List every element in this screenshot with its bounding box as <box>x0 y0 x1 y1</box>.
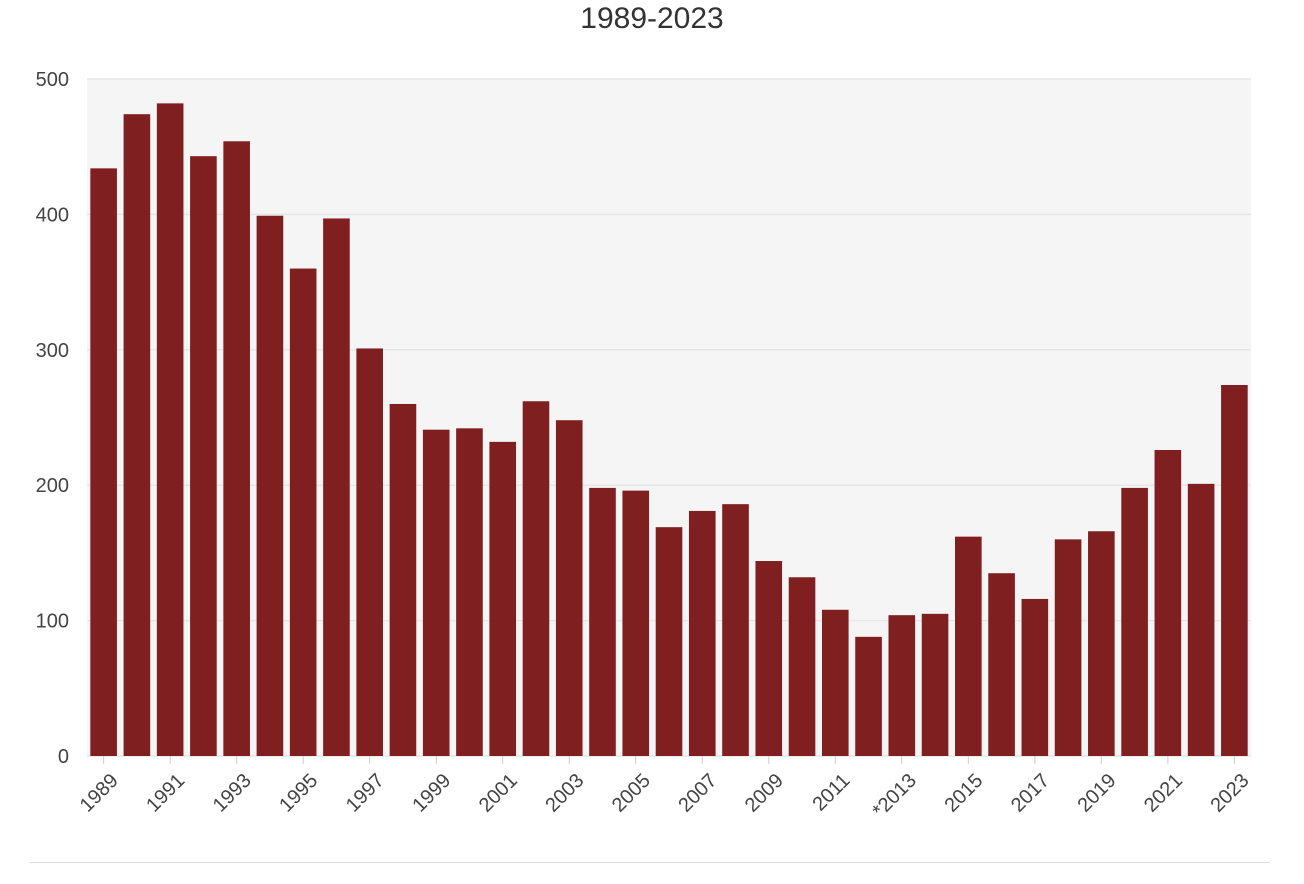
bar-2008 <box>722 504 749 756</box>
x-tick-label-2003: 2003 <box>541 770 588 817</box>
bar-1997 <box>356 348 383 756</box>
bottom-divider <box>30 862 1270 863</box>
bar-2001 <box>489 441 517 756</box>
bar-2009 <box>755 561 783 756</box>
bar-2011 <box>821 609 849 756</box>
source-note <box>0 874 1304 884</box>
x-tick-label-2021: 2021 <box>1140 770 1187 817</box>
bar-2019 <box>1088 531 1115 756</box>
x-tick-label-2005: 2005 <box>608 770 655 817</box>
y-tick-label-400: 400 <box>36 204 69 226</box>
bar-1993 <box>223 141 250 756</box>
bar-2023 <box>1221 385 1248 756</box>
x-tick-label-2001: 2001 <box>475 770 522 817</box>
bar-2005 <box>622 490 650 756</box>
y-tick-label-0: 0 <box>58 746 69 768</box>
x-tick-label-1997: 1997 <box>342 770 389 817</box>
bar-2016 <box>988 573 1015 756</box>
y-tick-label-500: 500 <box>36 69 69 91</box>
x-tick-label-2011: 2011 <box>808 770 854 816</box>
bar-2010 <box>788 577 816 756</box>
bar-2021 <box>1154 450 1182 756</box>
bar-2002 <box>522 401 550 756</box>
bar-chart: 0 100 200 300 400 500 1989 1991 1993 1995 1997 199… <box>36 69 1254 822</box>
bar-1995 <box>289 268 317 756</box>
bar-2017 <box>1021 598 1049 756</box>
x-tick-label-1999: 1999 <box>408 770 455 817</box>
x-tick-label-1989: 1989 <box>76 770 123 817</box>
bar-1996 <box>323 218 350 756</box>
bar-2018 <box>1054 539 1082 756</box>
bar-2022 <box>1187 483 1215 756</box>
bars <box>90 103 1248 757</box>
bar-1992 <box>190 156 217 756</box>
x-tick-label-2009: 2009 <box>741 770 788 817</box>
bar-1991 <box>156 103 184 757</box>
y-tick-label-300: 300 <box>36 340 69 362</box>
bar-1994 <box>256 215 284 756</box>
bar-2000 <box>456 428 483 756</box>
bar-2020 <box>1121 487 1148 756</box>
bar-2014 <box>921 613 949 756</box>
bar-2007 <box>688 510 716 756</box>
x-tick-label-1993: 1993 <box>209 770 256 817</box>
chart-title: 1989-2023 <box>580 2 724 35</box>
x-tick-label-2015: 2015 <box>940 770 987 817</box>
x-tick-label-1995: 1995 <box>275 770 322 817</box>
y-tick-label-200: 200 <box>36 475 69 497</box>
bar-2015 <box>955 536 982 756</box>
x-tick-label-2023: 2023 <box>1206 770 1253 817</box>
bar-1989 <box>90 168 117 757</box>
bar-2013 <box>888 615 916 756</box>
y-axis-ticks: 0 100 200 300 400 500 <box>36 69 69 768</box>
x-tick-label-2019: 2019 <box>1073 770 1120 817</box>
bar-2006 <box>655 527 683 756</box>
bar-1990 <box>123 114 151 756</box>
bar-1999 <box>422 429 450 756</box>
bar-2003 <box>555 420 583 756</box>
bar-2012 <box>855 636 882 756</box>
x-tick-label-1991: 1991 <box>142 770 189 817</box>
x-axis-ticks: 1989 1991 1993 1995 1997 1999 2001 2003 2005 2007… <box>76 756 1254 822</box>
x-tick-label-2007: 2007 <box>674 770 721 817</box>
bar-2004 <box>589 487 616 756</box>
x-tick-label-2017: 2017 <box>1007 770 1054 817</box>
x-tick-label-2013: *2013 <box>868 770 921 823</box>
bar-1998 <box>389 403 417 756</box>
y-tick-label-100: 100 <box>36 611 69 633</box>
